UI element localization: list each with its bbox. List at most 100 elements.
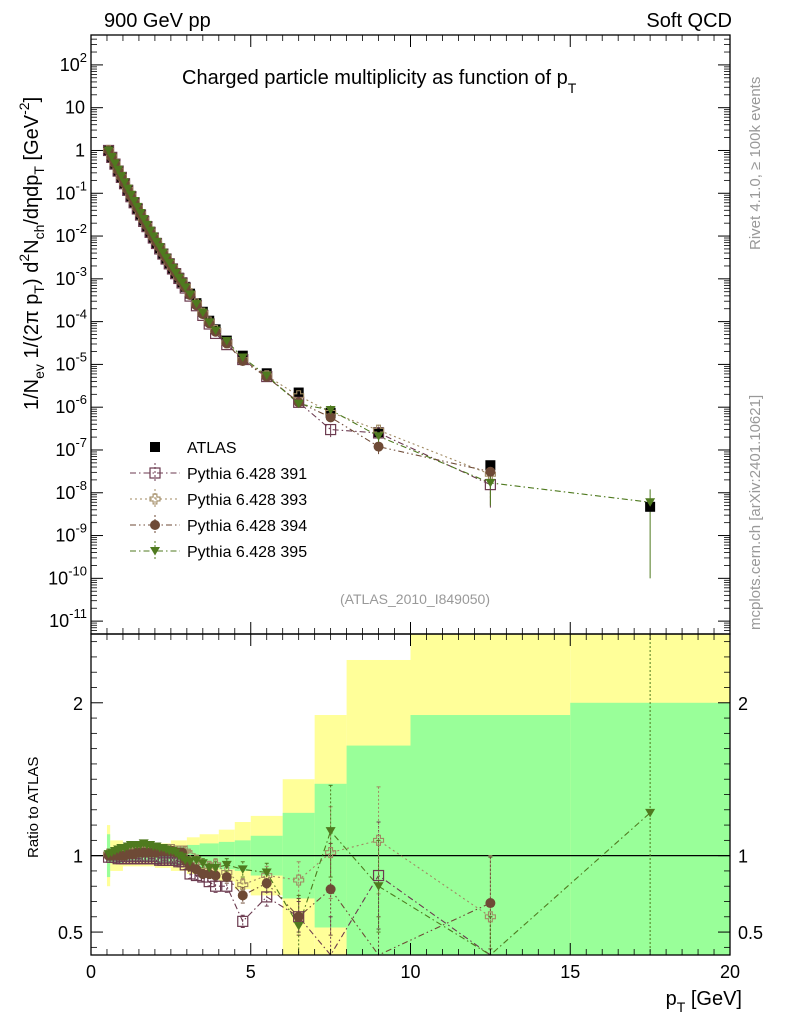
ratio-point-s1-29 [210, 859, 222, 871]
main-point-s4-16 [154, 243, 165, 252]
main-point-s4-37 [645, 498, 656, 507]
ratio-line-series-0 [108, 856, 491, 956]
legend-marker-2 [149, 493, 161, 505]
main-point-s0-36 [485, 460, 496, 471]
header-left: 900 GeV pp [104, 10, 211, 32]
ratio-point-s1-35 [372, 834, 385, 846]
ratio-point-s3-33 [293, 921, 304, 931]
main-ytick-label-10: 10-1 [55, 178, 87, 203]
ratio-xlabel: pT [GeV] [666, 988, 742, 1015]
main-point-s4-33 [293, 399, 304, 409]
ratio-point-s2-36 [485, 898, 496, 909]
ratio-point-s3-27 [197, 859, 208, 868]
main-point-s4-24 [180, 283, 191, 292]
legend-label-0: ATLAS [187, 440, 237, 457]
main-point-s0-37 [645, 501, 656, 512]
main-point-s4-5 [119, 178, 130, 187]
ratio-point-s1-31 [237, 879, 249, 891]
main-point-s4-6 [122, 184, 133, 194]
ratio-point-s3-35 [373, 882, 384, 891]
main-point-s4-11 [138, 215, 149, 224]
ratio-point-s1-36 [484, 911, 496, 923]
main-ytick-label-9: 10-2 [55, 221, 87, 246]
main-point-s4-3 [113, 165, 124, 175]
main-point-s4-32 [261, 371, 272, 381]
ratio-ytick-label-left-2: 2 [73, 694, 83, 714]
main-title: Charged particle multiplicity as functio… [182, 67, 577, 96]
ratio-point-s3-32 [261, 868, 272, 877]
ratio-ytick-label-right-1: 1 [738, 847, 748, 867]
main-point-s4-8 [129, 196, 140, 206]
ratio-point-s0-29 [210, 880, 222, 892]
ratio-xtick-label-3: 15 [560, 962, 580, 982]
main-point-s4-27 [197, 308, 208, 318]
main-ytick-label-3: 10-8 [55, 478, 87, 503]
green-band-14 [570, 702, 730, 955]
main-point-s4-36 [485, 478, 496, 488]
ratio-point-s2-32 [261, 878, 272, 889]
ratio-xtick-label-0: 0 [86, 962, 96, 982]
ratio-point-s0-32 [261, 891, 273, 903]
ratio-point-s2-34 [325, 884, 336, 895]
main-point-s4-9 [132, 202, 143, 212]
main-point-s4-14 [148, 232, 159, 241]
ratio-point-s3-28 [204, 863, 215, 873]
main-ytick-label-7: 10-4 [55, 307, 87, 332]
ratio-xtick-label-1: 5 [246, 962, 256, 982]
ratio-uncertainty-bands [91, 634, 730, 955]
ratio-point-s1-34 [325, 847, 337, 859]
main-ytick-label-4: 10-7 [55, 435, 87, 460]
ratio-point-s2-30 [221, 872, 232, 883]
ratio-point-s2-33 [293, 911, 304, 922]
main-ytick-label-12: 10 [65, 98, 85, 118]
main-ytick-label-8: 10-3 [55, 264, 87, 289]
main-point-s4-1 [106, 152, 117, 162]
ratio-xtick-label-2: 10 [400, 962, 420, 982]
main-ytick-label-0: 10-11 [49, 606, 87, 631]
ratio-point-s3-34 [325, 827, 336, 836]
main-point-s1-34 [325, 423, 337, 436]
main-line-series-1 [108, 150, 491, 486]
tick-labels: 10-1110-1010-910-810-710-610-510-410-310… [48, 50, 763, 982]
legend-label-2: Pythia 6.428 393 [187, 492, 307, 509]
main-point-s3-35 [373, 441, 384, 452]
ratio-point-s2-31 [237, 890, 248, 901]
main-ytick-label-13: 102 [60, 50, 87, 75]
main-point-s4-22 [173, 273, 184, 283]
main-point-s4-28 [204, 318, 215, 327]
main-ylabel: 1/Nev 1/(2π pT) d2Nch/dηdpT [GeV-2] [16, 97, 47, 410]
legend-marker-1 [149, 467, 161, 479]
ratio-point-s1-33 [293, 874, 305, 886]
mcplots-label: mcplots.cern.ch [arXiv:2401.10621] [747, 395, 764, 630]
axis-ticks [90, 34, 731, 955]
ratio-point-s0-31 [237, 915, 249, 927]
ratio-point-s3-25 [185, 857, 196, 867]
main-point-s4-12 [141, 220, 152, 230]
main-point-s4-17 [157, 248, 168, 258]
main-point-s4-18 [161, 253, 172, 263]
legend-label-4: Pythia 6.428 395 [187, 544, 307, 561]
main-point-s4-13 [145, 226, 156, 236]
main-point-s4-26 [191, 299, 202, 309]
analysis-tag: (ATLAS_2010_I849050) [340, 591, 490, 607]
ratio-point-s0-35 [372, 869, 385, 882]
legend-label-3: Pythia 6.428 394 [187, 518, 307, 535]
main-point-s4-25 [185, 290, 196, 300]
main-point-s4-2 [109, 159, 120, 168]
main-point-s4-23 [177, 278, 188, 288]
main-point-s3-34 [325, 412, 336, 423]
main-line-series-3 [108, 150, 491, 473]
ratio-point-s3-37 [645, 808, 656, 818]
ratio-xtick-label-4: 20 [720, 962, 740, 982]
main-point-s4-4 [116, 172, 127, 181]
main-ytick-label-1: 10-10 [48, 563, 87, 588]
ratio-point-s2-29 [210, 870, 221, 881]
main-point-s4-15 [151, 237, 162, 247]
ratio-point-s3-26 [191, 856, 202, 865]
main-point-s4-20 [167, 263, 178, 273]
ratio-point-s3-29 [210, 863, 221, 873]
main-ytick-label-11: 1 [75, 140, 85, 160]
main-point-s4-31 [237, 353, 248, 363]
